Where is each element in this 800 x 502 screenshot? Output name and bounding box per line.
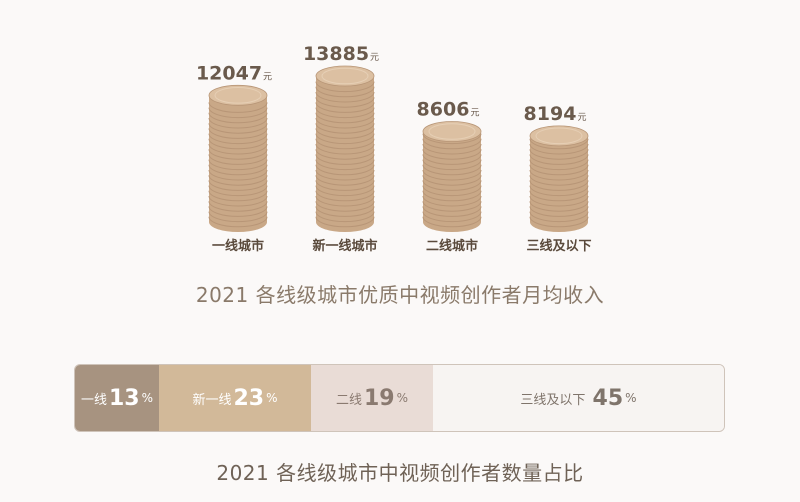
share-segment-tier2: 二线 19%	[311, 365, 433, 431]
share-bar: 一线 13% 新一线 23% 二线 19% 三线及以下 45%	[74, 364, 725, 432]
coin-stack-bar	[208, 84, 268, 232]
value-label: 12047元	[196, 62, 272, 84]
share-unit: %	[396, 391, 409, 405]
share-label: 新一线	[192, 392, 232, 408]
share-label: 三线及以下	[520, 392, 586, 408]
share-label: 一线	[80, 392, 107, 408]
value-label: 13885元	[303, 43, 379, 65]
share-unit: %	[625, 391, 637, 405]
share-chart-title: 2021 各线级城市中视频创作者数量占比	[216, 461, 584, 485]
category-labels: 一线城市 新一线城市 二线城市 三线及以下	[212, 238, 592, 254]
coin-stacks	[208, 65, 589, 232]
share-value: 13	[108, 385, 140, 411]
coin-stack-bar	[315, 65, 375, 232]
value-label: 8606元	[417, 99, 480, 121]
share-label: 二线	[335, 392, 362, 408]
share-unit: %	[141, 391, 154, 405]
share-segment-tier1: 一线 13%	[75, 365, 159, 431]
share-segment-tier3-below: 三线及以下 45%	[433, 365, 724, 431]
share-segment-new-tier1: 新一线 23%	[159, 365, 311, 431]
share-unit: %	[266, 391, 278, 405]
coin-stack-bar	[529, 125, 589, 232]
category-label: 新一线城市	[312, 238, 377, 254]
share-value: 23	[233, 385, 265, 411]
share-value: 19	[363, 385, 395, 411]
value-label: 8194元	[524, 103, 587, 125]
share-value: 45	[592, 385, 624, 411]
coin-stack-bar	[422, 121, 482, 232]
category-label: 二线城市	[426, 238, 478, 254]
income-chart-title: 2021 各线级城市优质中视频创作者月均收入	[195, 283, 605, 307]
value-labels: 12047元 13885元 8606元 8194元	[196, 43, 587, 125]
category-label: 三线及以下	[526, 238, 591, 254]
category-label: 一线城市	[212, 238, 264, 254]
